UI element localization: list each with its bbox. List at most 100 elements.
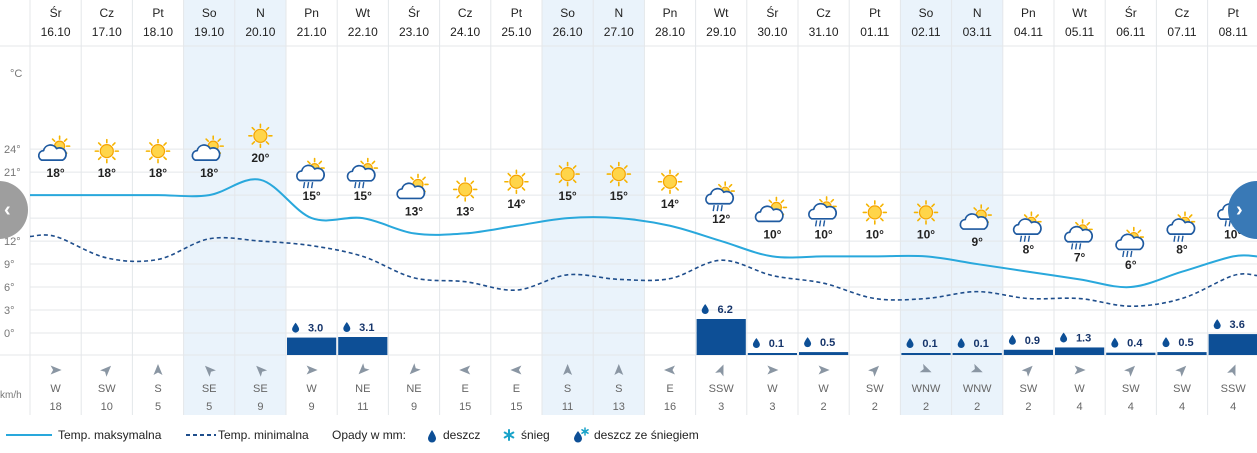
rain-drop-icon: [343, 322, 351, 332]
wind-arrow-shape: [664, 365, 675, 375]
legend-min-line-icon: [186, 434, 216, 436]
sun-rain-icon: [1166, 211, 1196, 242]
sun-ray: [985, 207, 990, 211]
day-label: N: [256, 6, 265, 20]
wind-arrow-icon: [1074, 365, 1086, 375]
date-label: 23.10: [399, 25, 429, 39]
rain-streak: [716, 204, 719, 212]
date-label: 31.10: [809, 25, 839, 39]
wind-arrow-icon: [409, 363, 421, 375]
rain-bar: [1157, 352, 1207, 355]
wind-speed-label: 10: [101, 401, 113, 413]
rain-streak: [306, 181, 310, 189]
cloud-rain-icon: [705, 181, 736, 212]
wind-arrow-shape: [100, 365, 112, 377]
rain-drop-icon: [752, 338, 760, 348]
sun-ray: [865, 203, 870, 208]
sun-glyph: [145, 138, 171, 164]
wind-direction-label: SW: [1122, 383, 1140, 395]
rain-value-label: 6.2: [718, 304, 733, 316]
wind-direction-label: SW: [98, 383, 116, 395]
max-temp-line: [29, 178, 1257, 289]
max-temp-label: 7°: [1074, 250, 1086, 264]
legend-rain-drop-icon: [428, 430, 436, 443]
sun-ray: [661, 172, 665, 177]
wind-direction-label: W: [306, 383, 317, 395]
y-tick-label: 24°: [4, 144, 21, 156]
date-label: 20.10: [245, 25, 275, 39]
day-label: Pn: [663, 6, 678, 20]
sun-icon: [913, 200, 939, 225]
rain-streak: [1224, 220, 1227, 227]
rain-value-label: 0.5: [1178, 337, 1193, 349]
sun-ray: [456, 180, 460, 185]
date-label: 24.10: [450, 25, 480, 39]
rain-streak: [1177, 235, 1180, 242]
sun-ray: [931, 203, 935, 208]
rain-bar: [696, 319, 746, 355]
sun-glyph: [94, 138, 120, 164]
y-tick-label: 12°: [4, 236, 21, 248]
legend-snow-label: śnieg: [521, 428, 550, 442]
day-label: So: [919, 6, 934, 20]
sun-ray: [1075, 221, 1079, 226]
day-label: Pn: [304, 6, 319, 20]
rain-value-label: 3.6: [1230, 319, 1245, 331]
sun-disc: [150, 144, 166, 159]
wind-arrow-icon: [614, 364, 624, 375]
wind-arrow-shape: [1175, 365, 1187, 377]
date-label: 02.11: [911, 25, 940, 39]
wind-speed-label: 11: [357, 401, 368, 413]
wind-speed-label: 9: [257, 401, 263, 413]
wind-direction-label: E: [462, 383, 469, 395]
sun-ray: [675, 186, 679, 191]
wind-direction-label: W: [50, 383, 61, 395]
rain-value-label: 0.1: [974, 338, 989, 350]
max-temp-label: 15°: [354, 189, 372, 203]
sun-ray: [880, 217, 884, 222]
cloud-sun-icon: [396, 173, 429, 200]
rain-streak: [1078, 243, 1082, 250]
rain-streak: [362, 181, 365, 189]
forecast-chart: 24° 21° 18° 15° 12° 9° 6° 3° 0° °C km/h Śr 16.10 18° W…: [0, 0, 1257, 415]
sun-icon: [94, 138, 120, 164]
day-label: Wt: [714, 6, 729, 20]
wind-direction-label: WNW: [963, 383, 992, 395]
max-temp-label: 10°: [763, 227, 781, 241]
date-label: 04.11: [1014, 25, 1043, 39]
weekend-band: [183, 0, 235, 415]
sun-ray: [661, 186, 665, 191]
wind-arrow-shape: [306, 365, 318, 375]
day-label: Śr: [408, 5, 420, 20]
weekend-band: [951, 0, 1003, 415]
rain-value-label: 0.1: [922, 338, 937, 350]
max-temp-label: 8°: [1176, 243, 1188, 257]
wind-direction-label: SSW: [1221, 383, 1247, 395]
sun-ray: [624, 179, 628, 184]
day-label: So: [560, 6, 575, 20]
sun-ray: [318, 160, 323, 165]
rain-drop-icon: [906, 338, 914, 348]
day-label: Pt: [152, 6, 164, 20]
wind-direction-label: S: [154, 383, 161, 395]
wind-speed-label: 15: [510, 401, 522, 413]
wind-direction-label: SSW: [709, 383, 735, 395]
cloud-glyph: [705, 187, 735, 205]
wind-speed-label: 4: [1128, 401, 1134, 413]
wind-arrow-icon: [563, 364, 573, 375]
legend-min-label: Temp. minimalna: [218, 428, 309, 442]
cloud-glyph: [191, 144, 221, 161]
wind-speed-label: 2: [1025, 401, 1031, 413]
rain-value-label: 0.5: [820, 337, 835, 349]
rain-streak: [358, 181, 361, 189]
legend-rain-label: deszcz: [443, 428, 481, 442]
cloud-glyph: [296, 164, 325, 182]
wind-direction-label: E: [513, 383, 520, 395]
date-label: 05.11: [1065, 25, 1094, 39]
rain-bar: [747, 353, 797, 355]
sun-ray: [1126, 229, 1131, 234]
chevron-right-icon: ›: [1236, 199, 1243, 221]
chevron-left-icon: ‹: [4, 199, 11, 221]
sun-ray: [1137, 229, 1142, 234]
rain-streak: [310, 181, 314, 189]
